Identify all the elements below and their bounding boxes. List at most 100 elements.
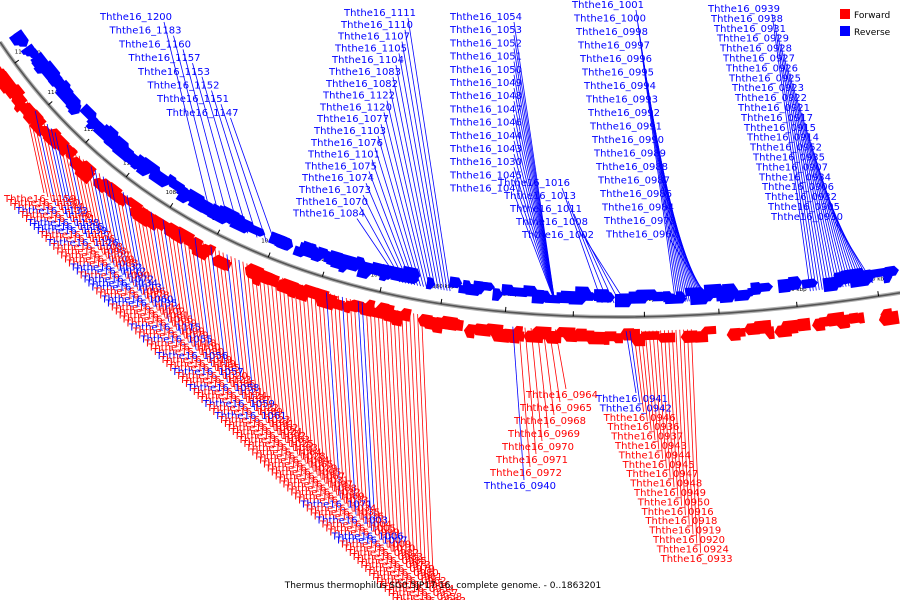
kbp-tick-mark: [440, 298, 443, 304]
gene-label: Ththe16_1113: [89, 282, 162, 293]
leader-line: [512, 326, 525, 481]
gene-label: Ththe16_1091: [221, 419, 294, 430]
gene-label: Ththe16_0978: [603, 216, 676, 227]
gene-label: Ththe16_0967: [605, 230, 678, 241]
leader-line: [206, 244, 224, 378]
leader-line: [413, 313, 427, 587]
leader-line: [683, 329, 694, 535]
leader-line: [389, 308, 404, 563]
gene-label: Ththe16_0973: [358, 560, 431, 571]
gene-label: Ththe16_1006: [331, 532, 404, 543]
gene-label: Ththe16_1132: [69, 262, 142, 273]
gene-label: Ththe16_1011: [509, 204, 582, 215]
gene-label: Ththe16_1093: [245, 443, 318, 454]
leader-line: [270, 273, 287, 443]
gene-label: Ththe16_0965: [519, 403, 592, 414]
gene-label: Ththe16_0964: [525, 390, 598, 401]
kbp-tick-mark: [379, 287, 382, 293]
reverse-gene-arrow: [281, 237, 294, 251]
gene-label: Ththe16_1048: [449, 91, 522, 102]
leader-line: [536, 328, 549, 429]
gene-label: Ththe16_0984: [601, 203, 674, 214]
gene-label: Ththe16_1092: [233, 431, 306, 442]
reverse-gene-arrow: [64, 89, 81, 107]
gene-label: Ththe16_1024: [229, 427, 302, 438]
leader-line: [648, 330, 660, 450]
gene-label: Ththe16_1050: [449, 65, 522, 76]
gene-label: Ththe16_1003: [315, 516, 388, 527]
gene-label: Ththe16_0986: [599, 189, 672, 200]
leader-line: [178, 229, 197, 350]
gene-label: Ththe16_1068: [284, 483, 357, 494]
leader-line: [302, 284, 318, 475]
leader-line: [421, 314, 435, 596]
forward-gene-arrow: [611, 333, 623, 344]
reverse-gene-arrow: [585, 292, 597, 301]
leader-line: [795, 93, 835, 289]
gene-label: Ththe16_0989: [593, 149, 666, 160]
leader-line: [162, 219, 181, 334]
leader-line: [664, 330, 675, 488]
gene-label: Ththe16_1047: [449, 104, 522, 115]
reverse-gene-arrow: [801, 278, 819, 289]
gene-label: Ththe16_0995: [581, 68, 654, 79]
gene-label: Ththe16_1139: [34, 226, 107, 237]
leader-line: [174, 226, 193, 346]
gene-label: Ththe16_1036: [311, 512, 384, 523]
gene-label: Ththe16_1035: [307, 508, 380, 519]
reverse-gene-arrow: [15, 34, 29, 47]
gene-label: Ththe16_1046: [449, 118, 522, 129]
leader-line: [548, 329, 561, 403]
leader-line: [798, 103, 838, 288]
leader-line: [154, 214, 174, 326]
gene-label: Ththe16_0952: [749, 143, 822, 154]
leader-line: [409, 312, 423, 583]
leader-line: [386, 100, 430, 288]
leader-line: [392, 76, 436, 289]
leader-line: [230, 256, 248, 403]
gene-label: Ththe16_0954: [381, 584, 454, 595]
leader-line: [671, 330, 682, 506]
leader-line: [524, 327, 537, 455]
leader-line: [254, 266, 271, 427]
gene-label: Ththe16_0987: [597, 176, 670, 187]
gene-label: Ththe16_1067: [272, 471, 345, 482]
leader-line: [310, 287, 326, 483]
gene-label: Ththe16_1077: [316, 114, 389, 125]
leader-line: [318, 289, 333, 491]
leader-line: [359, 206, 404, 283]
gene-label: Ththe16_1100: [147, 343, 220, 354]
leader-line: [30, 106, 53, 202]
gene-label: Ththe16_1116: [30, 222, 103, 233]
gene-label: Ththe16_1044: [449, 131, 522, 142]
leader-line: [34, 110, 57, 206]
leader-line: [777, 33, 817, 291]
leader-line: [397, 310, 411, 571]
leader-line: [106, 179, 127, 278]
forward-gene-arrow: [516, 331, 525, 342]
gene-label: Ththe16_1126: [46, 238, 119, 249]
gene-label: Ththe16_1001: [571, 0, 644, 11]
leader-line: [211, 90, 258, 238]
gene-label: Ththe16_1104: [331, 55, 404, 66]
gene-label: Ththe16_1138: [26, 218, 99, 229]
leader-line: [377, 305, 392, 551]
gene-label: Ththe16_1089: [210, 407, 283, 418]
reverse-gene-arrow: [788, 276, 803, 291]
leader-line: [166, 221, 185, 338]
gene-label: Ththe16_0922: [734, 93, 807, 104]
leader-line: [230, 117, 277, 246]
leader-line: [74, 152, 96, 246]
leader-line: [518, 327, 531, 468]
gene-label: Ththe16_1159: [3, 194, 76, 205]
leader-line: [114, 186, 135, 286]
leader-line: [362, 194, 407, 284]
gene-label: Ththe16_1043: [449, 144, 522, 155]
gene-label: Ththe16_1102: [112, 307, 185, 318]
reverse-gene-arrow: [491, 287, 503, 302]
leader-line: [561, 187, 603, 304]
leader-line: [50, 128, 72, 222]
leader-line: [122, 192, 142, 294]
leader-line: [220, 104, 267, 242]
gene-label: Ththe16_1108: [50, 242, 123, 253]
